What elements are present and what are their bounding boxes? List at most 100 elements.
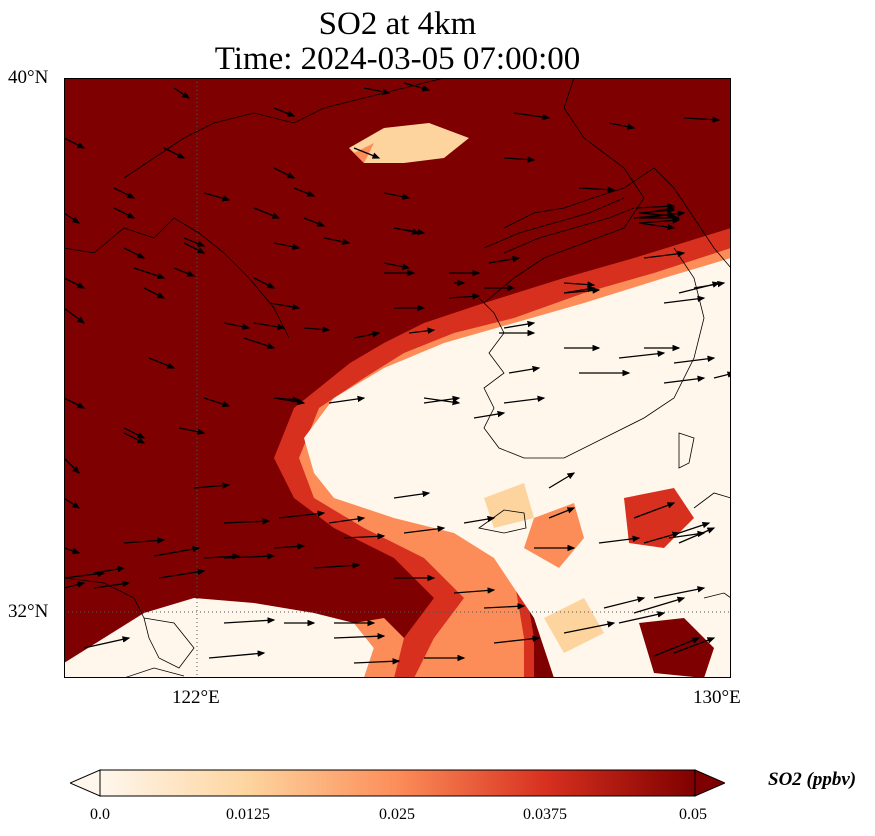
- wind-vector: [448, 293, 481, 300]
- wind-vector: [64, 397, 86, 409]
- wind-vector: [503, 395, 546, 404]
- cb-tick-3: 0.0375: [523, 806, 567, 823]
- wind-vector: [633, 502, 676, 519]
- cb-tick-2: 0.025: [379, 806, 415, 823]
- wind-vector: [223, 322, 251, 330]
- wind-vector: [64, 277, 86, 289]
- southeast-patch-1: [524, 503, 584, 568]
- wind-vector: [548, 472, 576, 489]
- low-so2-southwest: [64, 598, 374, 678]
- wind-vector: [608, 122, 636, 130]
- wind-vector: [508, 365, 541, 374]
- wind-vector: [643, 531, 681, 544]
- wind-vector: [273, 107, 296, 117]
- wind-vector: [64, 212, 81, 224]
- wind-vector: [64, 547, 81, 555]
- wind-vector: [273, 397, 306, 406]
- wind-vector: [243, 337, 276, 350]
- wind-vector: [203, 397, 231, 408]
- southeast-patch-3: [639, 618, 714, 678]
- wind-vector: [173, 267, 196, 277]
- wind-vector: [273, 242, 301, 250]
- low-so2-region: [304, 258, 731, 678]
- wind-vector: [383, 262, 411, 270]
- wind-vector: [64, 581, 86, 589]
- wind-vector: [353, 331, 381, 339]
- wind-vector: [473, 410, 506, 419]
- wind-vector: [223, 617, 276, 624]
- wind-vector: [64, 457, 80, 474]
- lat-tick-40n: 40°N: [8, 67, 49, 88]
- wind-vector: [393, 490, 431, 499]
- wind-vector: [93, 580, 131, 589]
- wind-vector: [408, 327, 436, 335]
- wind-vector: [638, 217, 681, 224]
- wind-vector: [93, 565, 126, 574]
- wind-vector: [273, 167, 296, 179]
- wind-vector: [643, 211, 676, 219]
- wind-vector: [663, 375, 706, 384]
- wind-vector: [148, 357, 176, 369]
- wind-vector: [303, 326, 331, 333]
- wind-vector: [253, 322, 286, 331]
- wind-vector: [278, 510, 326, 519]
- wind-vector: [578, 186, 616, 193]
- wind-vector: [488, 255, 521, 264]
- wind-vector: [548, 507, 576, 519]
- wind-vector: [328, 395, 366, 404]
- wind-vector: [273, 543, 306, 550]
- wind-vector: [313, 562, 361, 569]
- wind-vector: [83, 636, 131, 649]
- colorbar: [70, 769, 725, 797]
- cb-tick-4: 0.05: [679, 806, 707, 823]
- wind-vector: [563, 281, 596, 288]
- wind-vector: [503, 156, 536, 163]
- wind-vector: [268, 302, 301, 311]
- coastlines: [64, 78, 731, 678]
- wind-vector: [383, 192, 411, 200]
- wind-vector: [603, 596, 646, 609]
- wind-vector: [638, 222, 676, 231]
- wind-vector: [453, 587, 496, 594]
- wind-vector: [223, 518, 271, 525]
- wind-vector: [113, 187, 136, 199]
- wind-vector: [173, 87, 191, 99]
- wind-vector: [123, 432, 146, 444]
- wind-vector: [223, 553, 276, 560]
- wind-vector: [143, 287, 166, 299]
- wind-vector: [253, 207, 281, 219]
- wind-vector: [208, 650, 266, 659]
- wind-vector: [643, 250, 686, 259]
- cb-tick-1: 0.0125: [226, 806, 270, 823]
- wind-vector: [678, 521, 711, 534]
- wind-vector: [393, 227, 421, 235]
- wind-vector: [678, 527, 716, 544]
- wind-vector: [353, 658, 401, 665]
- wind-vector: [693, 280, 726, 289]
- wind-vector: [683, 116, 721, 123]
- wind-vector: [123, 537, 166, 544]
- wind-vector: [403, 82, 431, 92]
- wind-vector: [333, 633, 386, 640]
- wind-vector: [423, 397, 461, 406]
- wind-vector: [563, 621, 616, 634]
- wind-vector: [133, 267, 166, 280]
- wind-vector: [663, 295, 706, 304]
- wind-vector: [563, 287, 601, 294]
- wind-vector: [253, 277, 276, 289]
- wind-vector: [203, 192, 231, 202]
- wind-vector: [493, 635, 541, 644]
- colorbar-label: SO2 (ppbv): [768, 769, 857, 790]
- wind-vector: [633, 596, 686, 614]
- wind-vector: [503, 320, 536, 329]
- wind-vector: [328, 515, 366, 524]
- wind-vector: [293, 187, 316, 197]
- so2-map: [64, 78, 731, 678]
- wind-vector: [343, 533, 386, 540]
- wind-vector: [113, 207, 136, 219]
- wind-vector: [513, 112, 551, 121]
- wind-vector: [123, 247, 146, 259]
- lon-tick-122e: 122°E: [172, 687, 220, 708]
- cb-tick-0: 0.0: [90, 806, 110, 823]
- wind-vector: [178, 427, 206, 435]
